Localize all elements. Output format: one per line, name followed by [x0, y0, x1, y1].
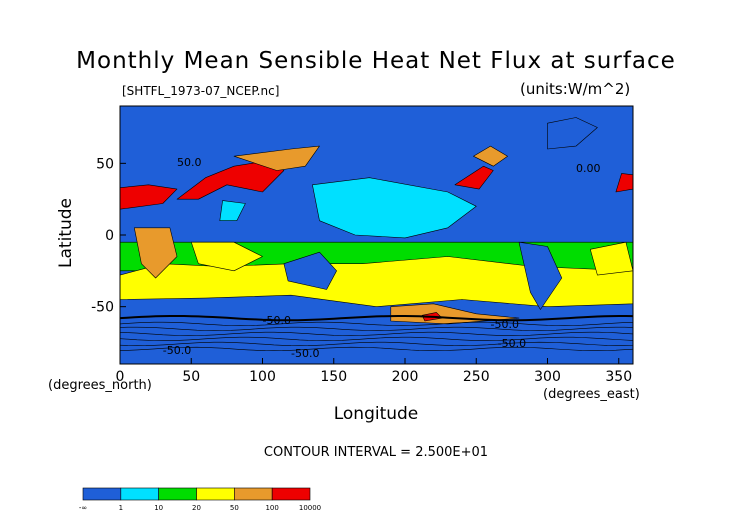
x-tick-label: 0 — [116, 369, 125, 385]
contour-line — [120, 326, 633, 331]
y-tick-label: 50 — [96, 156, 114, 172]
contour-label: 0.00 — [576, 162, 601, 175]
x-tick-label: 50 — [182, 369, 200, 385]
x-unit-right: (degrees_east) — [543, 387, 640, 402]
units-label: (units:W/m^2) — [520, 80, 631, 98]
contour-label: -50.0 — [163, 344, 191, 357]
y-tick-label: 0 — [105, 228, 114, 244]
region-iberia-red — [615, 173, 633, 193]
region-africa-orange — [134, 227, 178, 279]
chart-title: Monthly Mean Sensible Heat Net Flux at s… — [76, 48, 676, 74]
x-tick-label: 250 — [463, 369, 490, 385]
colorbar-label: 50 — [230, 504, 239, 512]
contour-line — [120, 341, 633, 347]
x-tick-label: 200 — [392, 369, 419, 385]
region-sahara-red — [120, 184, 178, 210]
contour-label: -50.0 — [263, 314, 291, 327]
colorbar-segment — [82, 487, 122, 501]
region-samerica-blue — [518, 241, 563, 310]
region-namerica-red — [454, 165, 494, 190]
region-asia-orange — [233, 145, 320, 171]
axis-ticks: 0 50 100 150 200 250 300 350 50 0 -50 — [91, 156, 632, 385]
contour-boundary — [120, 315, 633, 322]
x-tick-label: 100 — [249, 369, 276, 385]
contour-line — [120, 336, 633, 341]
contour-interval-label: CONTOUR INTERVAL = 2.500E+01 — [263, 445, 489, 460]
contour-line — [120, 331, 633, 336]
x-tick-label: 300 — [534, 369, 561, 385]
contour-line — [120, 321, 633, 326]
colorbar-label: 10000 — [299, 504, 321, 512]
colorbar-segment — [158, 487, 197, 501]
x-axis-label: Longitude — [333, 404, 419, 424]
colorbar-segment — [196, 487, 235, 501]
region-atlantic-yellow — [589, 241, 633, 276]
region-indian-yellow — [191, 241, 263, 272]
colorbar-label: 10 — [154, 504, 163, 512]
region-india-cyan — [219, 200, 246, 221]
colorbar-segment — [120, 487, 159, 501]
flux-regions — [120, 117, 633, 325]
colorbar-label: 1 — [119, 504, 123, 512]
contour-label: -50.0 — [491, 318, 519, 331]
colorbar-label: 100 — [265, 504, 278, 512]
colorbar-label: -∞ — [79, 504, 87, 512]
contour-label: -50.0 — [291, 347, 319, 360]
region-australia-blue — [283, 251, 337, 290]
x-tick-label: 350 — [605, 369, 632, 385]
file-label: [SHTFL_1973-07_NCEP.nc] — [122, 84, 280, 98]
y-axis-label: Latitude — [56, 198, 76, 268]
y-tick-label: -50 — [91, 300, 114, 316]
contour-lines — [120, 315, 633, 352]
region-south-yellow — [120, 256, 633, 308]
region-pacific-cyan — [312, 177, 477, 239]
x-tick-label: 150 — [320, 369, 347, 385]
region-greenland-blue — [547, 117, 598, 150]
colorbar: -∞ 1 10 20 50 100 10000 — [79, 487, 321, 512]
contour-label: -50.0 — [498, 337, 526, 350]
colorbar-segment — [234, 487, 273, 501]
contour-labels: 50.0 -50.0 -50.0 -50.0 -50.0 0.00 -50.0 — [163, 156, 601, 360]
colorbar-label: 20 — [192, 504, 201, 512]
region-namerica-orange — [473, 145, 508, 167]
colorbar-segment — [271, 487, 311, 501]
region-asia-red — [176, 160, 285, 200]
contour-line — [120, 346, 633, 352]
x-unit-left: (degrees_north) — [48, 378, 152, 393]
contour-label: 50.0 — [177, 156, 202, 169]
